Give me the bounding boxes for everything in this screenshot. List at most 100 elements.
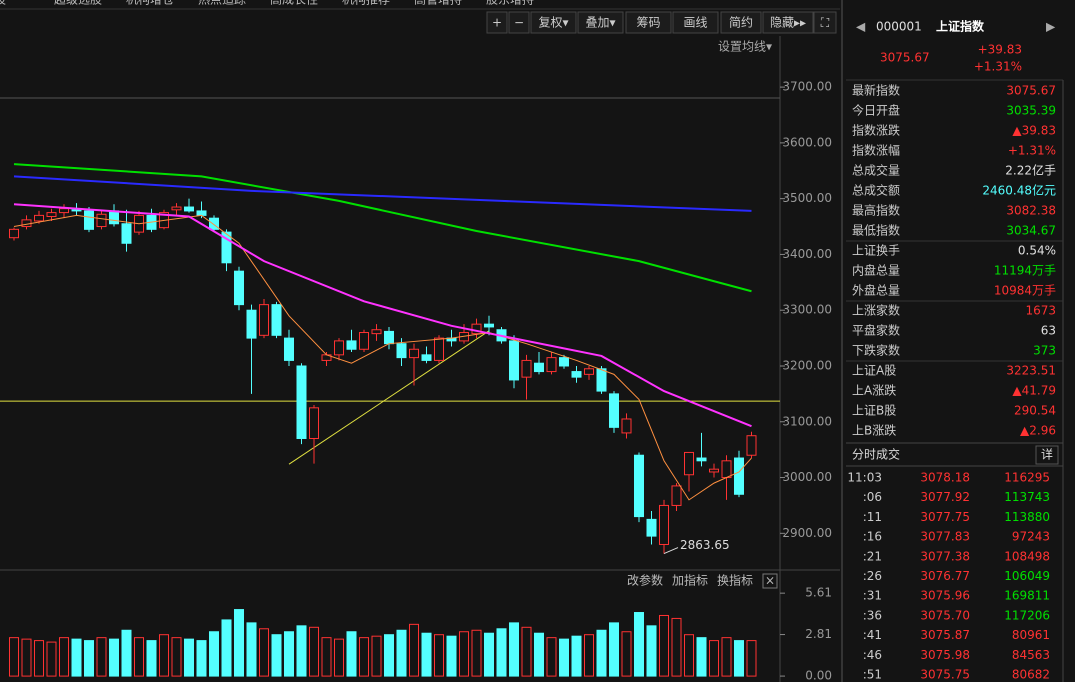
next-arrow[interactable]: ▶ xyxy=(1046,20,1056,34)
trade-volume: 80961 xyxy=(1012,628,1050,642)
candle-body xyxy=(634,454,644,518)
candle-body xyxy=(221,231,232,264)
trade-volume: 113743 xyxy=(1004,490,1050,504)
toolbar-button[interactable] xyxy=(625,11,672,34)
toolbar-label[interactable]: 筹码 xyxy=(636,16,660,30)
volume-bar xyxy=(696,637,707,677)
menu-item[interactable]: 高成长性 xyxy=(270,0,318,7)
volume-tool[interactable]: 加指标 xyxy=(672,573,708,588)
candle-body xyxy=(659,504,669,545)
toolbar-button[interactable] xyxy=(762,11,814,34)
toolbar-button[interactable] xyxy=(720,11,762,34)
volume-bar xyxy=(359,637,369,677)
toolbar-label[interactable]: ⛶ xyxy=(820,16,830,30)
candle-body xyxy=(309,407,319,440)
y-tick-label: 0.00 xyxy=(805,669,832,682)
candle-body xyxy=(171,206,182,211)
ma-setting[interactable]: 设置均线▾ xyxy=(718,40,772,54)
trade-volume: 108498 xyxy=(1004,549,1050,563)
candle-body xyxy=(109,210,119,225)
quote-value: 3082.38 xyxy=(1006,204,1056,218)
volume-tool[interactable]: 改参数 xyxy=(627,573,663,588)
menu-item[interactable]: 高管增持 xyxy=(414,0,462,7)
quote-value: 0.54% xyxy=(1018,244,1056,258)
volume-bar xyxy=(396,629,407,677)
quote-label: 最新指数 xyxy=(852,83,900,98)
candle-body xyxy=(71,209,82,212)
prev-arrow[interactable]: ◀ xyxy=(856,20,866,34)
menu-item[interactable]: 机构推荐 xyxy=(342,0,390,7)
volume-bar xyxy=(584,634,594,677)
toolbar-button[interactable] xyxy=(530,11,577,34)
close-box[interactable] xyxy=(762,573,778,589)
ma-line xyxy=(13,214,752,501)
volume-bar xyxy=(734,640,744,677)
toolbar-button[interactable] xyxy=(672,11,719,34)
trade-price: 3077.92 xyxy=(920,490,970,504)
toolbar-label[interactable]: − xyxy=(514,16,524,30)
volume-bar xyxy=(71,638,82,677)
volume-bar xyxy=(121,629,132,677)
volume-bar xyxy=(259,628,269,677)
volume-tool[interactable]: 换指标 xyxy=(717,573,753,588)
stock-name: 上证指数 xyxy=(936,19,985,34)
y-tick-label: 2.81 xyxy=(805,627,832,641)
volume-bar xyxy=(496,628,507,677)
volume-bar xyxy=(534,632,544,677)
trade-time: :11 xyxy=(863,510,882,524)
toolbar-label[interactable]: 复权▾ xyxy=(538,16,568,30)
menu-item[interactable]: 股东增持 xyxy=(486,0,534,7)
volume-bar xyxy=(21,638,32,677)
y-tick-label: 3500.00 xyxy=(782,191,832,205)
candle-body xyxy=(296,365,307,439)
candle-body xyxy=(571,371,582,378)
detail-box[interactable] xyxy=(1035,445,1059,465)
stock-change: +39.83 xyxy=(978,43,1022,57)
quote-value: 3035.39 xyxy=(1006,104,1056,118)
candle-body xyxy=(359,332,369,350)
toolbar-label[interactable]: 简约 xyxy=(729,15,753,30)
candle-body xyxy=(96,213,107,228)
trades-detail[interactable]: 详 xyxy=(1041,447,1053,462)
candle-body xyxy=(721,460,732,479)
menu-item[interactable]: 热点追踪 xyxy=(198,0,246,7)
candle-body xyxy=(734,457,744,495)
volume-bar xyxy=(284,631,294,677)
toolbar-button[interactable] xyxy=(813,11,837,34)
volume-bar xyxy=(409,623,419,677)
toolbar-label[interactable]: 画线 xyxy=(683,16,707,30)
volume-bar xyxy=(521,626,532,677)
volume-bar xyxy=(234,609,244,677)
quote-label: 内盘总量 xyxy=(852,263,900,278)
toolbar-label[interactable]: 叠加▾ xyxy=(585,16,615,30)
volume-bar xyxy=(471,629,482,677)
y-tick-label: 3000.00 xyxy=(782,470,832,484)
volume-bar xyxy=(59,637,69,677)
quote-value: 1673 xyxy=(1025,304,1056,318)
volume-bar xyxy=(484,632,494,677)
trade-volume: 116295 xyxy=(1004,471,1050,485)
quote-label: 上涨家数 xyxy=(852,303,900,318)
toolbar-label[interactable]: + xyxy=(492,16,502,30)
menu-item[interactable]: 超级选股 xyxy=(54,0,102,7)
trade-volume: 106049 xyxy=(1004,569,1050,583)
menu-item[interactable]: 选股 xyxy=(0,0,6,7)
toolbar-button[interactable] xyxy=(508,11,530,34)
toolbar-button[interactable] xyxy=(486,11,508,34)
trade-price: 3075.87 xyxy=(920,628,970,642)
quote-value: 3034.67 xyxy=(1006,224,1056,238)
volume-tool[interactable]: × xyxy=(765,574,775,588)
trade-price: 3077.38 xyxy=(920,549,970,563)
trade-volume: 80682 xyxy=(1012,668,1050,682)
volume-bar xyxy=(709,640,719,677)
toolbar-button[interactable] xyxy=(577,11,624,34)
volume-bar xyxy=(321,637,332,677)
volume-bar xyxy=(209,631,219,677)
volume-bar xyxy=(134,637,144,677)
trade-time: :31 xyxy=(863,589,882,603)
toolbar-label[interactable]: 隐藏▸▸ xyxy=(770,16,806,30)
menu-item[interactable]: 机构增仓 xyxy=(126,0,174,7)
quote-value: 3223.51 xyxy=(1006,364,1056,378)
y-tick-label: 5.61 xyxy=(805,586,832,600)
volume-bar xyxy=(221,619,232,677)
